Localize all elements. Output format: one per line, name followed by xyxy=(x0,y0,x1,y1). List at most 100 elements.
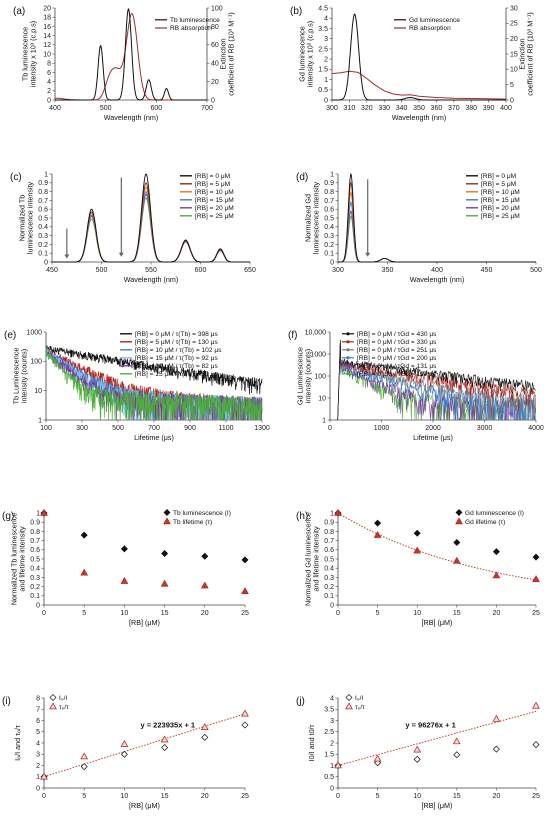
x-tick-label: 20 xyxy=(493,793,501,800)
y-tick-label: 0.5 xyxy=(38,215,48,222)
panel-b: 300 310 320 330 340 350 360 370 380 390 40000.511.… xyxy=(290,5,535,122)
y-tick-label: 0.4 xyxy=(324,224,334,231)
legend-marker xyxy=(346,340,350,344)
x-tick-label: 10 xyxy=(121,793,129,800)
x-tick-label: 300 xyxy=(332,267,344,274)
legend-entry: [RB] = 0 μM / τGd = 119 μs xyxy=(357,371,437,378)
spectrum-line xyxy=(52,173,250,263)
x-tick-label: 310 xyxy=(344,105,356,112)
x-tick-label: 20 xyxy=(493,610,501,617)
y-tick-label: 3 xyxy=(330,718,334,725)
x-tick-label: 330 xyxy=(378,105,390,112)
legend-entry: [RB] = 20 μM / τ(Tb) = 82 μs xyxy=(135,363,218,370)
y2-tick-label: 40 xyxy=(211,61,219,68)
diamond-marker xyxy=(201,552,209,560)
y2-tick-label: 20 xyxy=(510,36,518,43)
decay-line xyxy=(337,342,536,421)
y-axis-label-line: Tb luminescence xyxy=(21,27,30,81)
legend-entry: [RB] = 0 μM / τGd = 330 μs xyxy=(357,339,437,346)
legend-entry: [RB] = 10 μM xyxy=(195,189,234,196)
legend-entry: [RB] = 5 μM xyxy=(481,181,516,188)
y-tick-label: 4 xyxy=(47,79,51,86)
y-tick-label: 0 xyxy=(44,259,48,266)
y-tick-label: 10,000 xyxy=(305,329,327,336)
y-tick-label: 6 xyxy=(36,718,40,725)
panel-label: (c) xyxy=(10,172,22,183)
y-axis-label-line: intensity (counts) xyxy=(304,349,313,403)
y-axis-label-line: Normalized Gd xyxy=(304,194,313,242)
x-axis-label: Wavelength (nm) xyxy=(392,113,446,122)
diamond-marker xyxy=(49,694,57,701)
legend-entry: I₀/I xyxy=(59,695,67,702)
x-tick-label: 0 xyxy=(336,610,340,617)
x-axis-label: [RB] (μM) xyxy=(422,618,453,627)
x-axis-label: [RB] (μM) xyxy=(129,618,160,627)
legend-entry: [RB] = 20 μM xyxy=(481,205,520,212)
y-tick-label: 0.6 xyxy=(38,207,48,214)
diamond-marker xyxy=(80,531,88,539)
y2-axis-label: Extinctioncoefficient of RB (10³ M⁻¹) xyxy=(518,12,535,96)
y2-tick-label: 30 xyxy=(510,5,518,12)
x-tick-label: 500 xyxy=(112,425,124,432)
y-tick-label: 1 xyxy=(36,774,40,781)
x-tick-label: 400 xyxy=(500,105,512,112)
triangle-marker xyxy=(492,714,501,722)
y2-tick-label: 25 xyxy=(510,21,518,28)
y-axis-label-line: luminescence intensity xyxy=(26,181,35,254)
arrow-head xyxy=(365,252,371,257)
y-tick-label: 0.1 xyxy=(324,251,334,258)
panel-label: (a) xyxy=(13,6,25,17)
legend-entry: [RB] = 0 μM xyxy=(481,173,516,180)
y-tick-label: 1.5 xyxy=(318,67,328,74)
y-tick-label: 5 xyxy=(36,729,40,736)
x-tick-label: 25 xyxy=(532,793,540,800)
panel-label: (f) xyxy=(288,330,297,341)
y-tick-label: 0.7 xyxy=(30,538,40,545)
panel-d: 300 350 400 450 500 00.1 0.2 0.3 0.4 0.50.6 0.7 0.8… xyxy=(296,171,542,284)
y-axis-label-line: Normalized Tb xyxy=(18,195,27,242)
diamond-marker xyxy=(163,509,171,516)
x-axis-label: [RB] (μM) xyxy=(422,801,453,810)
triangle-marker xyxy=(452,556,461,564)
y-tick-label: 0.9 xyxy=(30,520,40,527)
y-tick-label: 0 xyxy=(330,602,334,609)
y-tick-label: 0.5 xyxy=(324,556,334,563)
y-tick-label: 1 xyxy=(330,171,334,178)
y-axis-label-line: Gd Luminescence xyxy=(296,347,305,405)
y-axis-label: Normalized Tbluminescence intensity xyxy=(18,181,35,254)
y-tick-label: 0.7 xyxy=(324,198,334,205)
y-tick-label: 8 xyxy=(36,695,40,702)
x-tick-label: 15 xyxy=(453,793,461,800)
y-tick-label: 1 xyxy=(44,171,48,178)
legend-entry: [RB] = 25 μM xyxy=(481,213,520,220)
x-tick-label: 700 xyxy=(201,105,213,112)
y-tick-label: 0.3 xyxy=(324,233,334,240)
triangle-marker xyxy=(200,723,209,730)
x-tick-label: 600 xyxy=(195,267,207,274)
diamond-marker xyxy=(455,509,463,516)
y-tick-label: 0.5 xyxy=(324,215,334,222)
y-tick-label: 0.1 xyxy=(324,593,334,600)
x-tick-label: 400 xyxy=(49,105,61,112)
legend-entry: [RB] = 0 μM / τGd = 131 μs xyxy=(357,363,437,370)
y2-tick-label: 0 xyxy=(510,97,514,104)
triangle-marker xyxy=(413,546,422,554)
x-tick-label: 15 xyxy=(161,610,169,617)
diamond-marker xyxy=(532,553,540,561)
panel-label: (i) xyxy=(2,696,11,707)
y-tick-label: 100 xyxy=(314,373,326,380)
diamond-marker xyxy=(80,763,88,771)
triangle-marker xyxy=(160,735,169,743)
y-tick-label: 0.7 xyxy=(38,198,48,205)
legend-entry: RB absorption xyxy=(170,25,212,32)
x-tick-label: 500 xyxy=(100,105,112,112)
y-tick-label: 0.5 xyxy=(324,774,334,781)
y-tick-label: 0.3 xyxy=(30,575,40,582)
y-tick-label: 100 xyxy=(30,359,42,366)
triangle-marker xyxy=(200,581,209,589)
legend-entry: [RB] = 5 μM / τ(Tb) = 130 μs xyxy=(135,339,218,346)
y-tick-label: 0 xyxy=(324,97,328,104)
y-axis-label: I₀/I and τ₀/τ xyxy=(13,725,22,761)
y-axis-label: Normalized Gdluminescence intensity xyxy=(304,181,321,254)
x-tick-label: 10 xyxy=(121,610,129,617)
